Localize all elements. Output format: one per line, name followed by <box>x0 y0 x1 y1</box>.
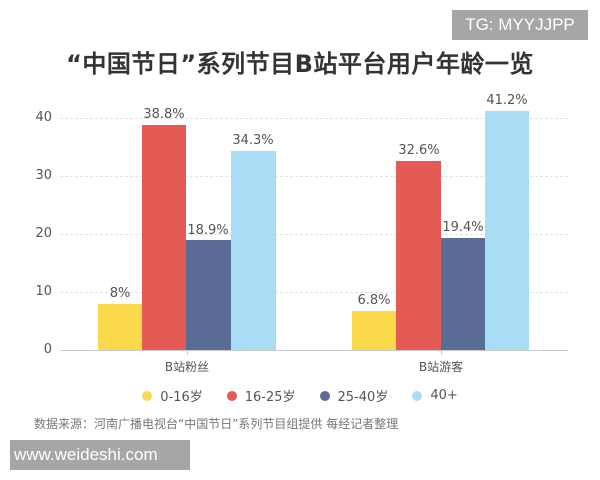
legend-label: 0-16岁 <box>160 390 203 405</box>
y-tick-40: 40 <box>35 110 52 125</box>
bar-fans-25-40 <box>186 240 231 350</box>
gridline-10 <box>60 292 568 293</box>
chart-title: “中国节日”系列节目B站平台用户年龄一览 <box>66 50 534 78</box>
y-tick-0: 0 <box>43 342 52 357</box>
bar-visitors-0-16 <box>352 310 396 350</box>
y-tick-30: 30 <box>35 168 52 183</box>
legend-dot-icon <box>226 390 237 401</box>
source-note: 数据来源：河南广播电视台“中国节日”系列节目组提供 每经记者整理 <box>34 417 399 431</box>
legend-label: 25-40岁 <box>337 390 389 405</box>
gridline-40 <box>60 118 568 119</box>
legend-item-16-25[interactable]: 16-25岁 <box>226 386 296 405</box>
gridline-30 <box>60 176 568 177</box>
legend-label: 40+ <box>430 388 458 403</box>
bar-fans-40plus <box>231 151 276 350</box>
y-tick-20: 20 <box>35 226 52 241</box>
bar-label: 38.8% <box>143 107 185 122</box>
x-axis-line <box>60 350 568 351</box>
bar-fans-0-16 <box>98 303 142 350</box>
legend-dot-icon <box>319 390 330 401</box>
bar-fans-16-25 <box>142 125 186 350</box>
y-tick-10: 10 <box>35 284 52 299</box>
category-label-visitors: B站游客 <box>418 360 464 374</box>
watermark-top: TG: MYYJJPP <box>452 10 588 40</box>
legend-item-25-40[interactable]: 25-40岁 <box>319 386 389 405</box>
bar-label: 8% <box>109 286 131 301</box>
bar-label: 41.2% <box>486 93 528 108</box>
bar-label: 34.3% <box>232 133 274 148</box>
legend: 0-16岁 16-25岁 25-40岁 40+ <box>0 386 600 405</box>
bar-label: 32.6% <box>398 143 440 158</box>
gridline-20 <box>60 234 568 235</box>
bar-label: 6.8% <box>357 293 391 308</box>
legend-label: 16-25岁 <box>244 390 296 405</box>
bar-visitors-25-40 <box>441 237 485 350</box>
legend-dot-icon <box>412 390 423 401</box>
bar-visitors-40plus <box>485 111 529 350</box>
bar-label: 19.4% <box>442 220 484 235</box>
bar-label: 18.9% <box>187 223 229 238</box>
watermark-bottom: www.weideshi.com <box>10 440 190 470</box>
legend-item-0-16[interactable]: 0-16岁 <box>142 386 203 405</box>
x-tick <box>441 350 442 355</box>
bar-visitors-16-25 <box>396 160 441 350</box>
x-tick <box>187 350 188 355</box>
legend-item-40plus[interactable]: 40+ <box>412 386 458 405</box>
category-label-fans: B站粉丝 <box>164 360 210 374</box>
legend-dot-icon <box>142 390 153 401</box>
